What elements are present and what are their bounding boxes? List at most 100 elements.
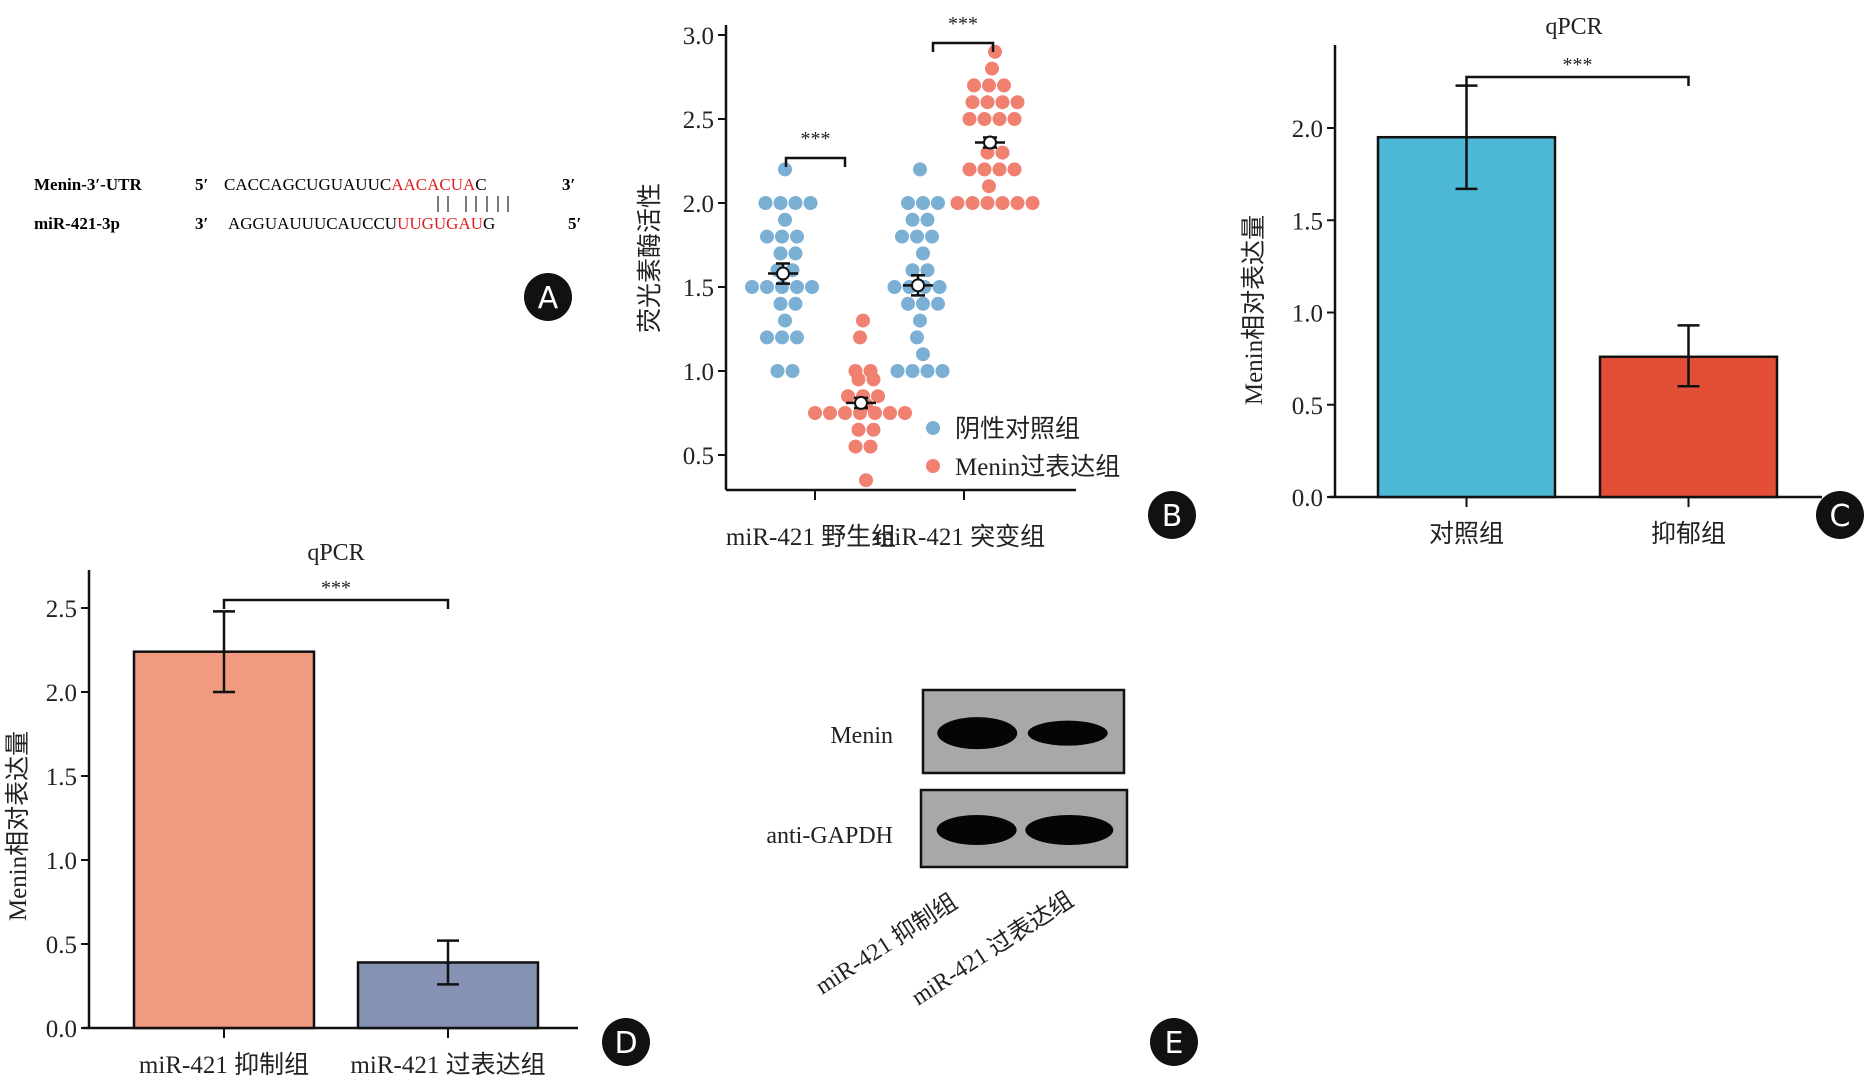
data-point — [920, 364, 935, 378]
data-point — [1025, 196, 1040, 210]
data-point — [895, 229, 909, 244]
y-tick-label: 2.0 — [683, 191, 714, 218]
data-point — [967, 78, 981, 93]
data-point — [901, 196, 915, 210]
data-point — [913, 313, 927, 328]
data-point — [758, 196, 773, 210]
data-point — [977, 112, 992, 126]
seq-row-2-match: UUGUGAU — [397, 214, 483, 233]
legend-label: Menin过表达组 — [955, 453, 1120, 481]
panel-label-circle — [1150, 1018, 1198, 1066]
data-point — [788, 196, 803, 210]
data-point — [995, 196, 1010, 210]
seq-row-2-suffix: G — [483, 214, 495, 233]
data-point — [775, 330, 789, 345]
x-tick-label: miR-421 野生组 — [726, 523, 896, 551]
data-point — [962, 112, 977, 126]
data-point — [992, 112, 1007, 126]
panel-d-qpcr-bar-chart: 0.0 0.5 1.0 1.5 2.0 2.5 Menin相对表达量 qPCR miR-421 … — [4, 540, 578, 1079]
panel-label-b: B — [1162, 499, 1183, 534]
seq-row-1-prefix: CACCAGCUGUAUUC — [224, 175, 391, 194]
data-point — [965, 196, 980, 210]
data-point — [992, 162, 1007, 177]
data-point — [901, 296, 915, 311]
legend-marker — [926, 421, 940, 435]
data-point — [790, 280, 804, 294]
data-point — [935, 364, 950, 378]
data-point — [853, 406, 867, 420]
data-point — [905, 263, 920, 278]
data-point — [808, 406, 822, 420]
data-point — [823, 406, 837, 420]
data-point — [866, 372, 881, 387]
data-point — [916, 347, 930, 362]
seq-row-1-end-right: 3′ — [562, 175, 575, 194]
data-point — [905, 212, 920, 227]
data-point — [920, 212, 935, 227]
data-point — [838, 406, 852, 420]
data-point — [910, 229, 924, 244]
mean-marker — [854, 395, 868, 410]
data-point — [910, 330, 924, 345]
data-point — [1010, 95, 1025, 110]
significance-bracket — [222, 598, 450, 609]
data-point — [1010, 196, 1025, 210]
significance-stars: *** — [1563, 54, 1593, 76]
data-point — [1007, 162, 1022, 177]
data-point — [785, 364, 800, 378]
data-point — [866, 422, 881, 437]
data-point — [745, 280, 759, 294]
y-tick-label: 2.0 — [46, 680, 77, 707]
data-point — [778, 162, 792, 177]
panel-label-a: A — [538, 281, 559, 316]
data-point — [965, 95, 980, 110]
data-point — [856, 313, 870, 328]
data-point — [863, 439, 878, 454]
y-tick-label: 1.0 — [1292, 301, 1323, 328]
y-axis-label: 荧光素酶活性 — [636, 183, 664, 333]
x-tick-label: miR-421 过表达组 — [350, 1051, 545, 1079]
blot-band — [936, 815, 1017, 846]
data-point — [773, 196, 788, 210]
y-tick-label: 0.5 — [683, 443, 714, 470]
data-point — [773, 296, 788, 311]
y-tick-label: 0.5 — [46, 932, 77, 959]
blot-label-menin: Menin — [830, 723, 893, 749]
data-point — [790, 330, 804, 345]
significance-bracket — [784, 156, 847, 167]
data-point — [980, 196, 995, 210]
data-point — [760, 330, 774, 345]
data-point — [760, 229, 774, 244]
y-tick-label: 1.0 — [683, 359, 714, 386]
data-point — [898, 406, 912, 420]
y-tick-label: 1.0 — [46, 848, 77, 875]
data-point — [871, 389, 885, 404]
data-point — [883, 406, 897, 420]
x-tick-label: 抑郁组 — [1651, 520, 1726, 548]
data-point — [962, 162, 977, 177]
data-point — [770, 364, 785, 378]
data-point — [868, 406, 882, 420]
blot-band — [1027, 720, 1108, 746]
y-axis-label: Menin相对表达量 — [4, 731, 32, 921]
data-point — [1007, 112, 1022, 126]
chart-title: qPCR — [1545, 14, 1602, 40]
panel-label-circle — [1816, 491, 1864, 539]
significance-stars: *** — [948, 13, 978, 35]
blot-label-gapdh: anti-GAPDH — [766, 823, 893, 849]
significance-bracket — [931, 41, 995, 52]
seq-row-1-match: AACACUA — [391, 175, 476, 194]
y-tick-label: 0.0 — [46, 1016, 77, 1043]
mean-marker — [911, 278, 925, 293]
base-pair-lines — [437, 196, 509, 212]
y-tick-label: 1.5 — [1292, 208, 1323, 235]
significance-stars: *** — [801, 128, 831, 150]
data-point — [773, 246, 788, 261]
data-point — [805, 280, 819, 294]
data-point — [950, 196, 965, 210]
chart-title: qPCR — [307, 540, 364, 566]
y-tick-label: 1.5 — [46, 764, 77, 791]
data-point — [788, 246, 803, 261]
panel-e-western-blot: Menin anti-GAPDH miR-421 抑制组 miR-421 过表达… — [766, 688, 1129, 1011]
data-point — [859, 473, 873, 488]
